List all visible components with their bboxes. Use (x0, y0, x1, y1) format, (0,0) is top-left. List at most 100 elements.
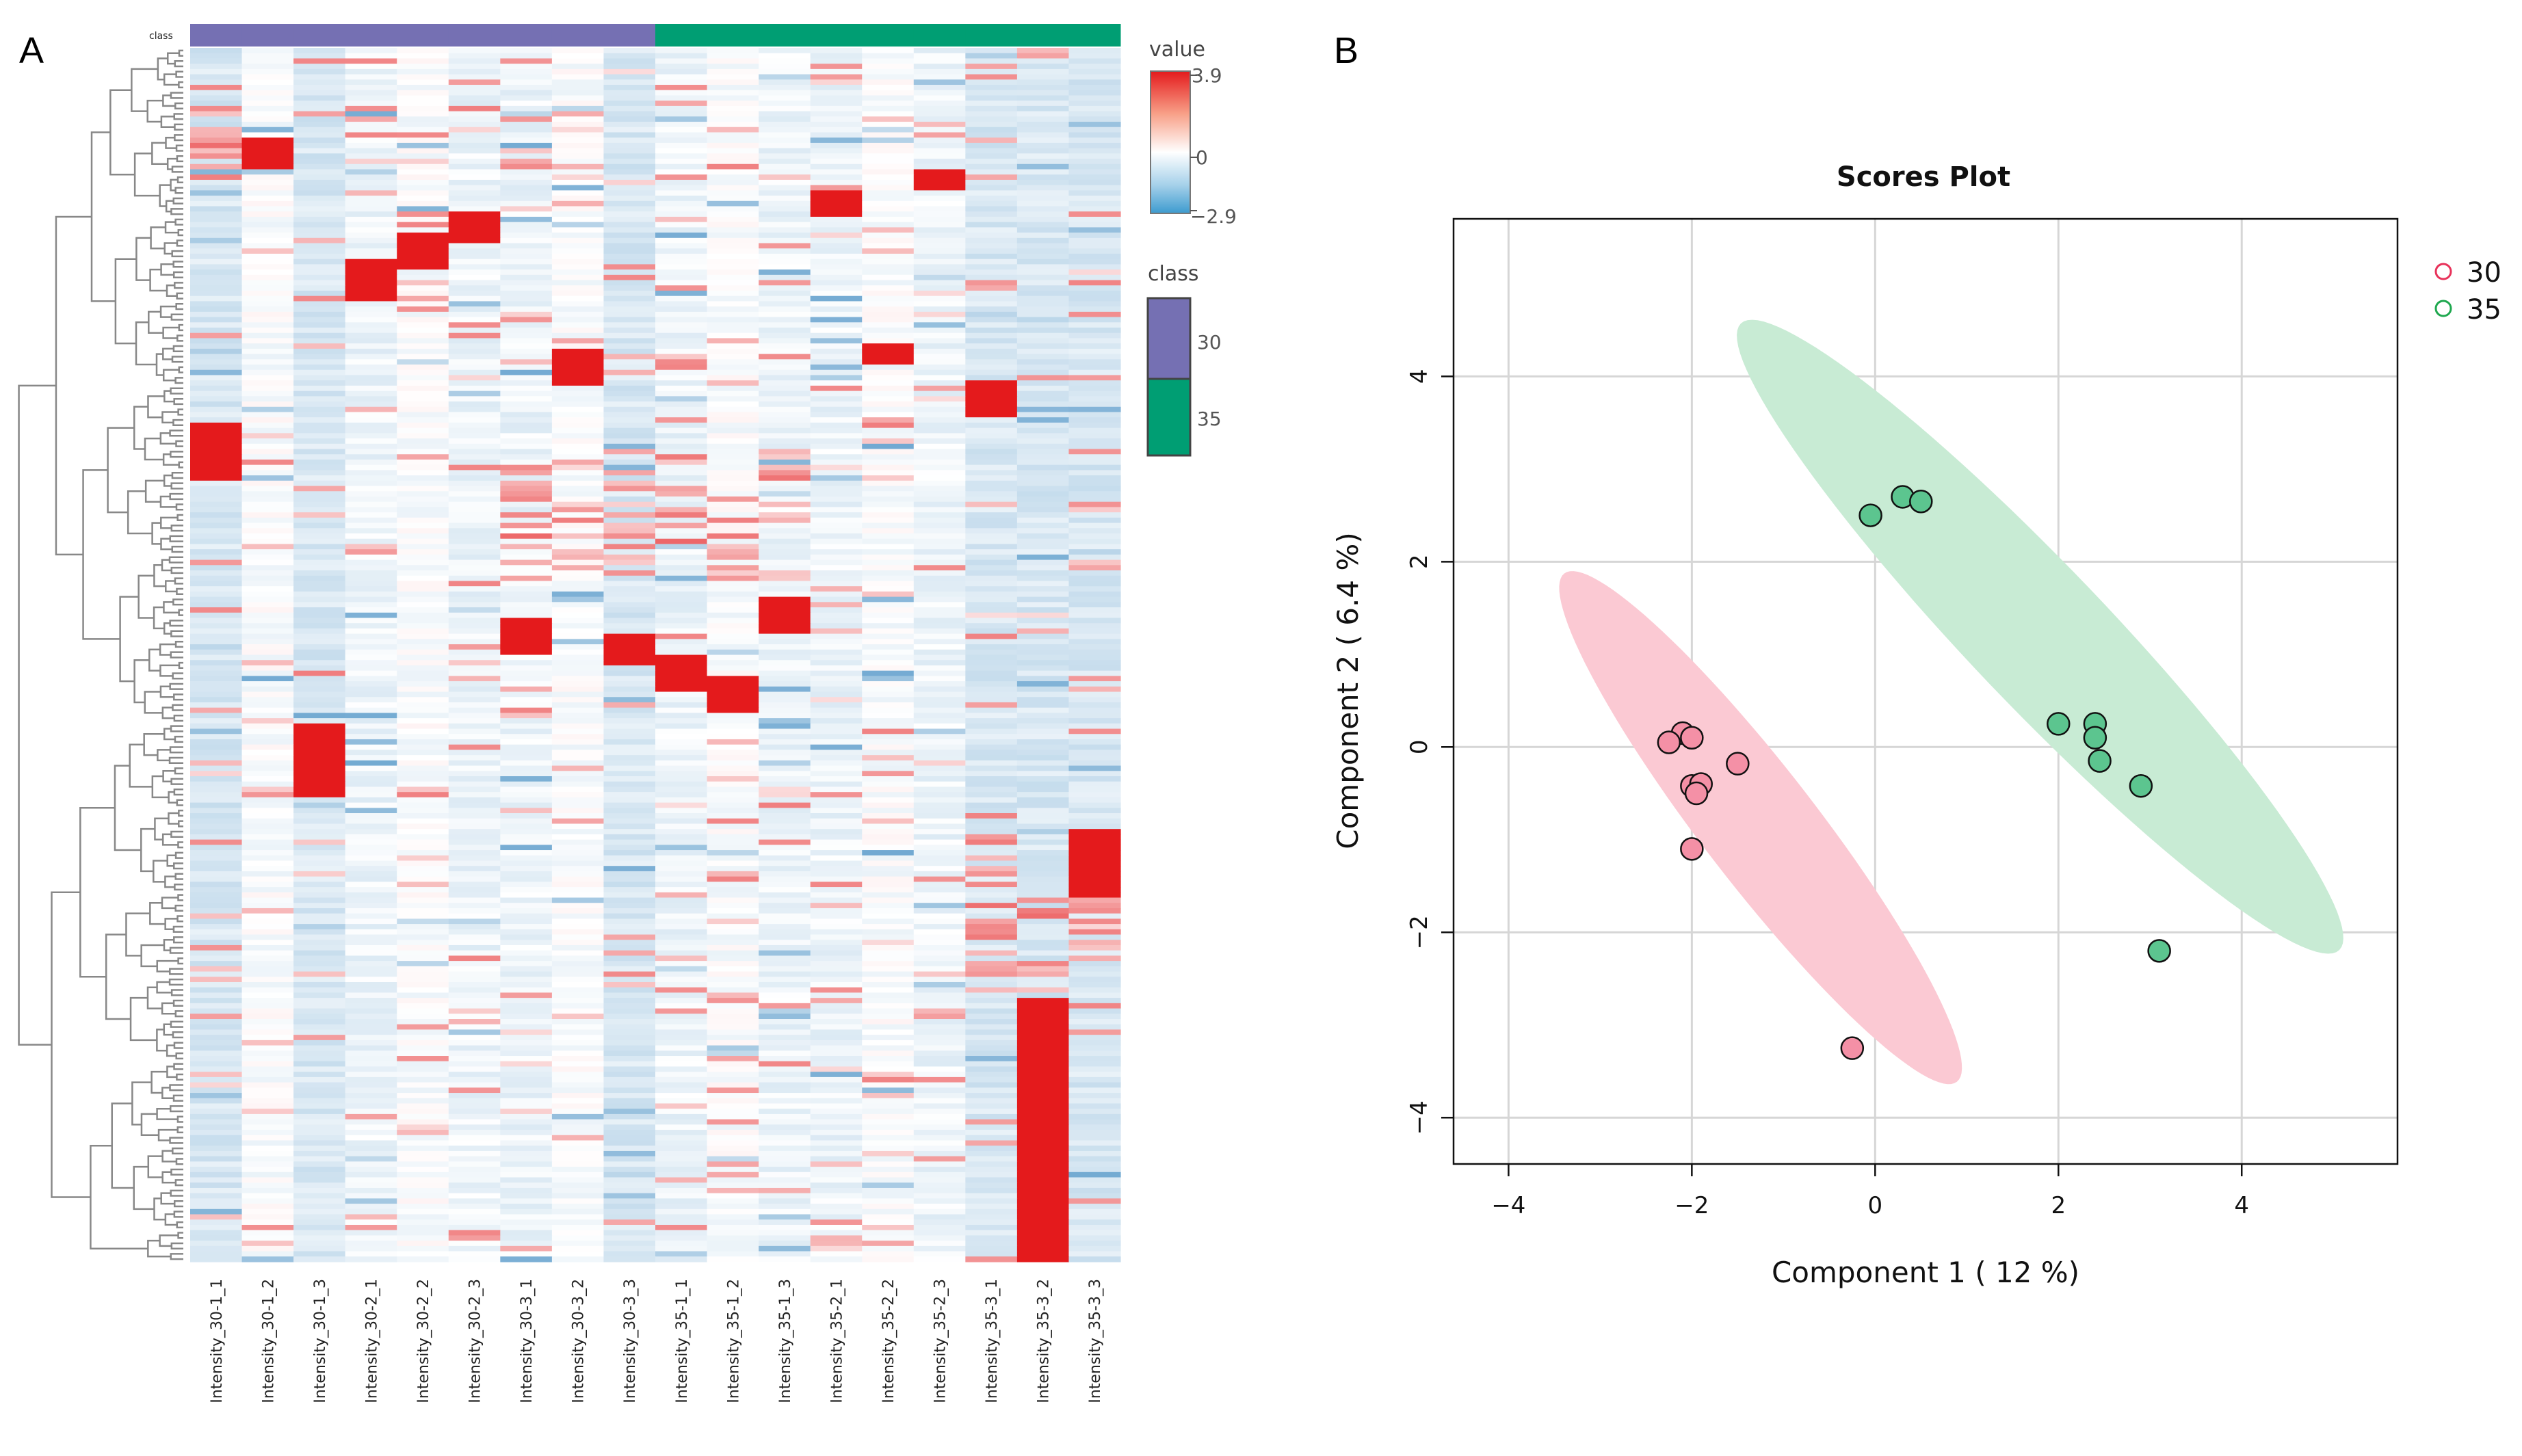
heatmap-cell (603, 1150, 656, 1157)
heatmap-cell (448, 174, 501, 181)
heatmap-cell (293, 433, 346, 439)
heatmap-cell (1068, 528, 1121, 534)
heatmap-cell (913, 68, 966, 75)
heatmap-cell (759, 190, 811, 196)
heatmap-cell (810, 823, 863, 830)
heatmap-cell (965, 866, 1018, 872)
heatmap-cell (965, 317, 1018, 323)
heatmap-cell (759, 723, 811, 730)
heatmap-cell (655, 1235, 708, 1241)
heatmap-cell (500, 871, 553, 877)
heatmap-cell (397, 1182, 449, 1189)
heatmap-cell (1068, 216, 1121, 223)
heatmap-cell (293, 174, 346, 181)
heatmap-cell (1016, 243, 1070, 249)
heatmap-cell (603, 1014, 656, 1020)
heatmap-cell (345, 385, 397, 392)
heatmap-cell (707, 64, 759, 70)
heatmap-cell (500, 105, 553, 112)
heatmap-cell (707, 1219, 759, 1226)
sample-label: Intensity_30-3_1 (518, 1279, 536, 1403)
heatmap-cell (448, 295, 501, 302)
heatmap-cell (551, 1172, 605, 1178)
heatmap-cell (241, 728, 294, 734)
heatmap-cell (965, 433, 1018, 439)
heatmap-cell (759, 522, 811, 529)
dendrogram-branch (144, 479, 165, 503)
heatmap-cell (655, 1241, 708, 1247)
heatmap-cell (397, 1003, 449, 1009)
heatmap-cell (862, 1130, 915, 1136)
heatmap-cell (1068, 317, 1121, 323)
heatmap-cell (500, 1182, 553, 1189)
heatmap-cell (190, 1119, 243, 1125)
heatmap-cell (293, 918, 346, 925)
heatmap-cell (655, 1245, 708, 1252)
heatmap-cell (190, 512, 243, 518)
heatmap-cell (241, 391, 294, 397)
heatmap-cell (448, 185, 501, 191)
heatmap-cell (241, 190, 294, 196)
heatmap-cell (603, 317, 656, 323)
heatmap-cell (345, 522, 397, 529)
heatmap-cell (1016, 981, 1070, 988)
heatmap-cell (862, 58, 915, 64)
heatmap-cell (293, 464, 346, 471)
heatmap-cell (655, 1177, 708, 1183)
heatmap-cell (965, 892, 1018, 899)
heatmap-cell (241, 179, 294, 186)
heatmap-cell (603, 200, 656, 207)
heatmap-cell (500, 401, 553, 408)
heatmap-cell (397, 955, 449, 962)
heatmap-cell (241, 913, 294, 919)
heatmap-cell (810, 528, 863, 534)
heatmap-cell (241, 1241, 294, 1247)
heatmap-cell (655, 1029, 708, 1035)
heatmap-cell (293, 961, 346, 967)
heatmap-cell (345, 897, 397, 903)
heatmap-cell (1068, 618, 1121, 624)
heatmap-cell (603, 1029, 656, 1035)
heatmap-cell (190, 845, 243, 851)
heatmap-cell (655, 860, 708, 866)
heatmap-cell (397, 1150, 449, 1157)
heatmap-cell (862, 940, 915, 946)
heatmap-cell (1016, 544, 1070, 550)
heatmap-cell (603, 871, 656, 877)
heatmap-cell (448, 739, 501, 745)
heatmap-cell (190, 269, 243, 276)
heatmap-cell (345, 728, 397, 734)
heatmap-cell (345, 105, 397, 112)
heatmap-cell (293, 454, 346, 460)
heatmap-cell (759, 924, 811, 930)
heatmap-cell (862, 259, 915, 265)
heatmap-cell (810, 1241, 863, 1247)
heatmap-cell (965, 528, 1018, 534)
heatmap-cell (551, 813, 605, 819)
heatmap-cell (655, 111, 708, 117)
heatmap-cell (293, 892, 346, 899)
heatmap-cell (759, 507, 811, 513)
heatmap-cell (862, 992, 915, 998)
heatmap-cell (190, 375, 243, 381)
score-point-35 (2088, 749, 2112, 773)
heatmap-cell (655, 676, 708, 682)
heatmap-cell (397, 48, 449, 54)
heatmap-cell (913, 591, 966, 598)
heatmap-cell (862, 365, 915, 371)
heatmap-cell (448, 1193, 501, 1199)
heatmap-cell (397, 317, 449, 323)
dendrogram-branch (165, 200, 174, 213)
heatmap-cell (345, 1208, 397, 1215)
heatmap-cell (655, 871, 708, 877)
heatmap-cell (603, 533, 656, 540)
dendrogram-branch (151, 142, 168, 166)
heatmap-cell (241, 559, 294, 566)
heatmap-cell (500, 391, 553, 397)
heatmap-cell (759, 486, 811, 492)
heatmap-cell (707, 839, 759, 845)
heatmap-cell (500, 79, 553, 85)
heatmap-cell (293, 85, 346, 91)
heatmap-cell (810, 702, 863, 709)
heatmap-cell (397, 934, 449, 940)
